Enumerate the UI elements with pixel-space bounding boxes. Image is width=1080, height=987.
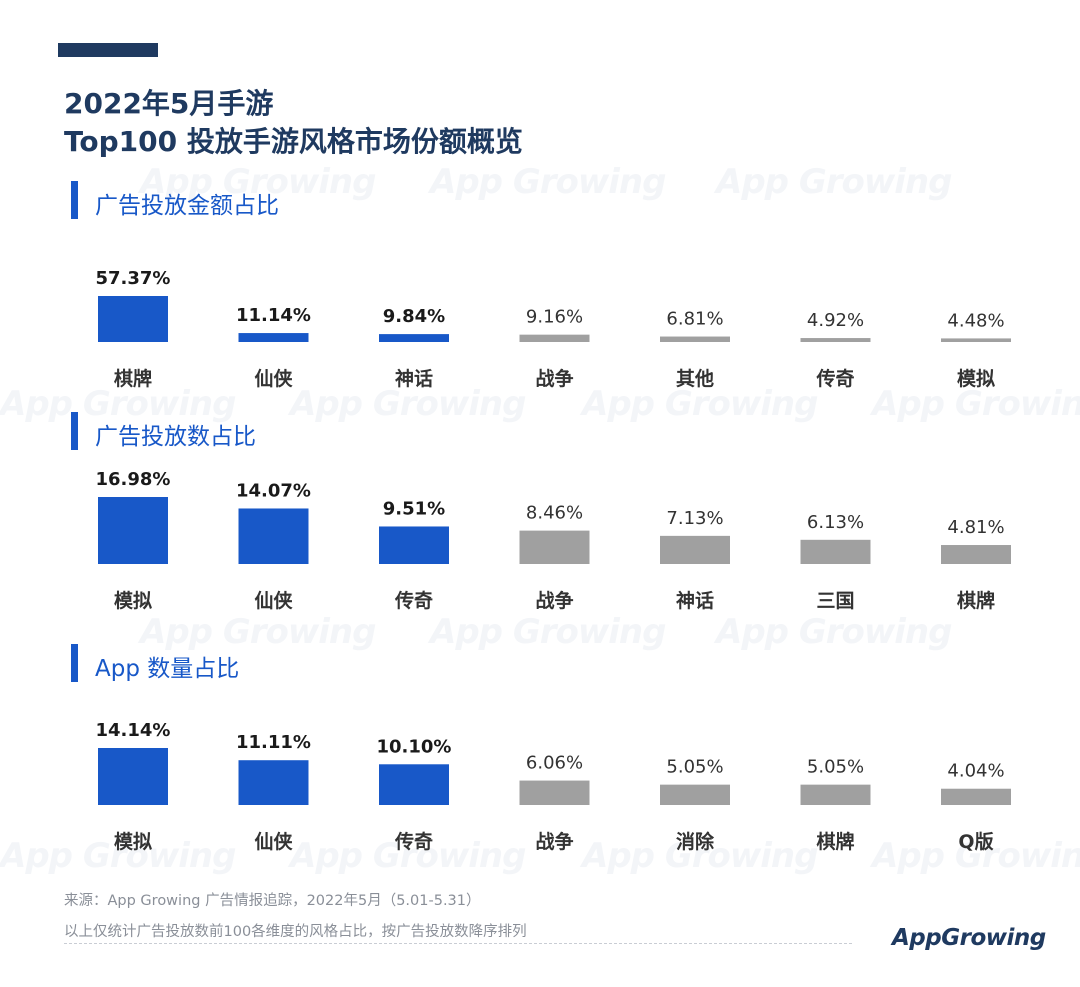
category-label: 仙侠 — [254, 830, 293, 853]
category-label: 仙侠 — [254, 589, 293, 612]
category-label: 模拟 — [114, 589, 152, 612]
section-marker — [71, 644, 78, 682]
bar — [660, 336, 730, 342]
bar — [800, 338, 871, 342]
data-label: 7.13% — [666, 508, 723, 529]
watermark: App Growing — [290, 836, 526, 876]
section-marker — [71, 181, 78, 219]
chart-spend-share: 57.37% 棋牌 11.14% 仙侠 9.84% 神话 9.16% 战争 6.81% 其他 4.9… — [96, 268, 1011, 390]
watermark: App Growing — [582, 836, 818, 876]
watermark: App Growing — [140, 162, 376, 202]
data-label: 9.51% — [383, 498, 445, 519]
category-label: 模拟 — [114, 830, 152, 853]
data-label: 8.46% — [526, 503, 583, 524]
category-label: 其他 — [676, 367, 714, 390]
bar — [98, 748, 168, 805]
bar — [800, 784, 871, 805]
category-label: 模拟 — [957, 367, 995, 390]
bar — [379, 334, 449, 342]
page-title-line1: 2022年5月手游 — [64, 87, 274, 120]
data-label: 9.16% — [526, 307, 583, 328]
brand-logo: AppGrowing — [892, 925, 1046, 951]
watermark: App Growing — [582, 384, 818, 424]
category-label: Q版 — [958, 830, 993, 853]
watermark: App Growing — [0, 836, 236, 876]
data-label: 11.14% — [236, 305, 311, 326]
bar — [941, 545, 1011, 564]
bar — [941, 788, 1011, 805]
watermark: App Growing — [716, 612, 952, 652]
bar — [660, 535, 730, 564]
bar — [379, 526, 449, 564]
page-title-line2: Top100 投放手游风格市场份额概览 — [64, 125, 523, 158]
data-label: 5.05% — [807, 757, 864, 778]
category-label: 仙侠 — [254, 367, 293, 390]
chart-app-count-share: 14.14% 模拟 11.11% 仙侠 10.10% 传奇 6.06% 战争 5.05% 消除 5.… — [96, 720, 1011, 853]
data-label: 5.05% — [666, 757, 723, 778]
data-label: 57.37% — [96, 268, 171, 289]
bar — [941, 338, 1011, 342]
category-label: 棋牌 — [816, 830, 854, 853]
bar — [519, 530, 590, 564]
watermark: App Growing — [140, 612, 376, 652]
category-label: 战争 — [535, 367, 573, 390]
watermark: App Growing — [716, 162, 952, 202]
category-label: 棋牌 — [114, 367, 152, 390]
bar — [238, 508, 309, 564]
data-label: 6.81% — [666, 309, 723, 330]
category-label: 棋牌 — [957, 589, 995, 612]
watermark: App Growing — [430, 612, 666, 652]
data-label: 9.84% — [383, 306, 445, 327]
bar — [519, 780, 590, 805]
bar — [800, 539, 871, 564]
data-label: 14.07% — [236, 480, 311, 501]
accent-bar — [58, 43, 158, 57]
footer-divider — [64, 943, 852, 944]
watermark: App Growing — [430, 162, 666, 202]
data-label: 11.11% — [236, 732, 311, 753]
data-label: 6.13% — [807, 512, 864, 533]
watermark: App Growing — [872, 836, 1080, 876]
section-title-app-count: App 数量占比 — [95, 656, 240, 682]
category-label: 战争 — [535, 830, 573, 853]
section-title-spend: 广告投放金额占比 — [95, 193, 279, 219]
section-title-ad-count: 广告投放数占比 — [95, 424, 256, 450]
data-label: 4.48% — [947, 310, 1004, 331]
category-label: 传奇 — [815, 367, 854, 390]
data-label: 4.92% — [807, 310, 864, 331]
bar — [98, 296, 168, 342]
bar — [379, 764, 449, 805]
category-label: 战争 — [535, 589, 573, 612]
watermark: App Growing — [0, 384, 236, 424]
data-label: 4.04% — [947, 761, 1004, 782]
category-label: 神话 — [395, 367, 433, 390]
watermark: App Growing — [872, 384, 1080, 424]
data-label: 4.81% — [947, 517, 1004, 538]
watermark: App Growing — [290, 384, 526, 424]
data-label: 10.10% — [377, 736, 452, 757]
source-note: 来源：App Growing 广告情报追踪，2022年5月（5.01-5.31） — [64, 893, 481, 909]
data-label: 14.14% — [96, 720, 171, 741]
bar — [238, 333, 309, 342]
bar — [238, 760, 309, 805]
data-label: 16.98% — [96, 469, 171, 490]
category-label: 传奇 — [394, 589, 433, 612]
category-label: 神话 — [676, 589, 714, 612]
bar — [660, 784, 730, 805]
category-label: 三国 — [816, 590, 854, 612]
category-label: 消除 — [676, 830, 715, 853]
category-label: 传奇 — [394, 830, 433, 853]
section-marker — [71, 412, 78, 450]
chart-ad-count-share: 16.98% 模拟 14.07% 仙侠 9.51% 传奇 8.46% 战争 7.13% 神话 6.1… — [96, 469, 1011, 612]
bar — [519, 334, 590, 342]
data-label: 6.06% — [526, 753, 583, 774]
bar — [98, 497, 168, 564]
method-note: 以上仅统计广告投放数前100各维度的风格占比，按广告投放数降序排列 — [64, 924, 527, 940]
